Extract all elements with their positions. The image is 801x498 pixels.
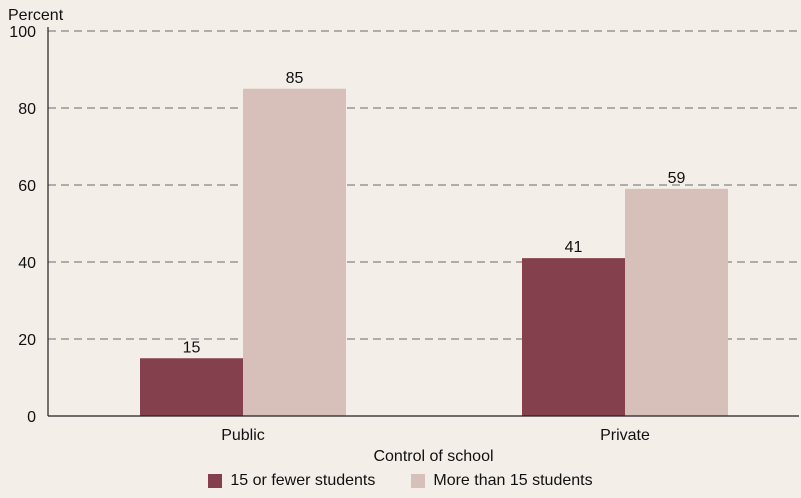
bar <box>625 188 728 416</box>
y-tick-label: 100 <box>9 24 36 41</box>
legend-item-more-than-15: More than 15 students <box>411 472 593 490</box>
bar <box>140 358 243 416</box>
legend-item-15-or-fewer: 15 or fewer students <box>208 472 375 490</box>
data-label: 59 <box>668 170 686 187</box>
bar <box>243 88 346 416</box>
y-tick-label: 60 <box>18 178 36 195</box>
legend: 15 or fewer students More than 15 studen… <box>0 472 801 490</box>
y-tick-label: 20 <box>18 332 36 349</box>
legend-label-15-or-fewer: 15 or fewer students <box>230 472 376 489</box>
data-label: 15 <box>183 339 201 356</box>
x-tick-label: Private <box>600 427 650 444</box>
legend-swatch-15-or-fewer <box>208 474 223 488</box>
data-label: 41 <box>565 239 583 256</box>
bar <box>522 258 625 416</box>
legend-label-more-than-15: More than 15 students <box>433 472 593 489</box>
legend-swatch-more-than-15 <box>411 474 426 488</box>
y-tick-label: 0 <box>27 409 36 426</box>
x-axis-label: Control of school <box>373 448 493 465</box>
data-label: 85 <box>286 70 304 87</box>
x-tick-label: Public <box>221 427 265 444</box>
y-tick-label: 40 <box>18 255 36 272</box>
y-axis-label: Percent <box>8 7 64 24</box>
y-tick-label: 80 <box>18 101 36 118</box>
